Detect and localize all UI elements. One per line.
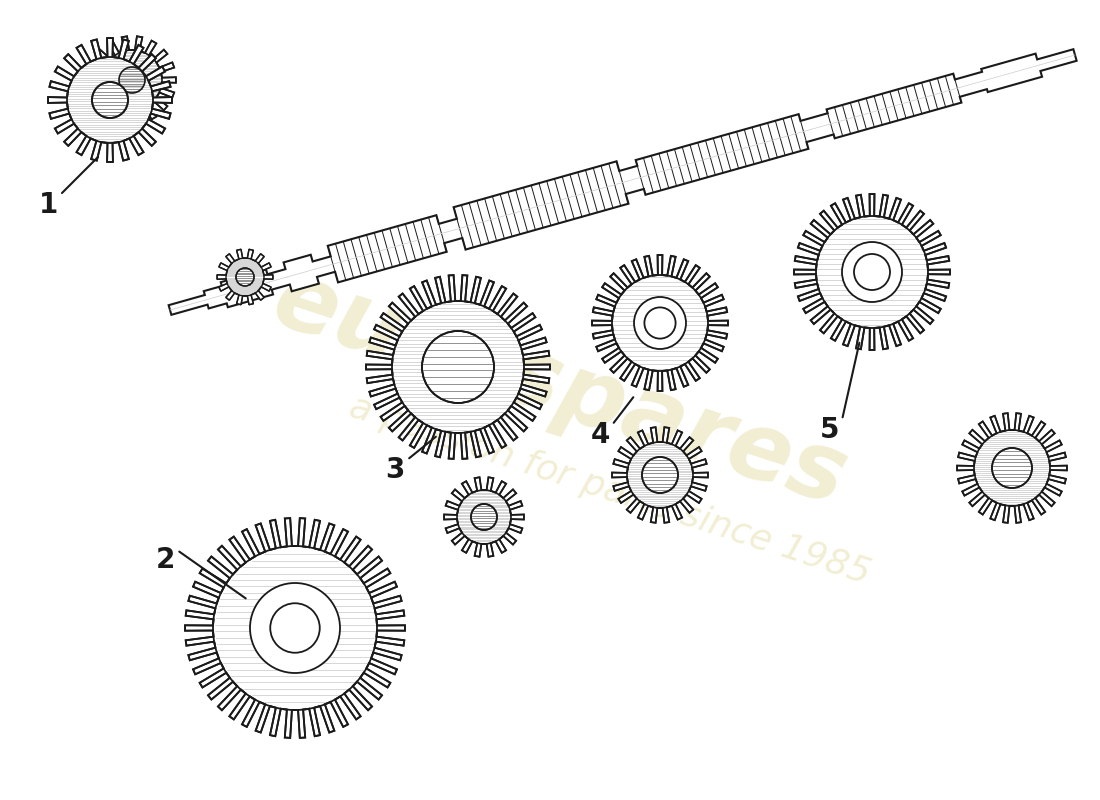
Circle shape [102, 50, 162, 110]
Text: 2: 2 [155, 546, 175, 574]
Polygon shape [592, 255, 728, 391]
Polygon shape [168, 50, 1077, 315]
Circle shape [592, 255, 728, 391]
Polygon shape [88, 36, 176, 124]
Circle shape [634, 297, 686, 349]
Circle shape [236, 268, 254, 286]
Circle shape [392, 301, 524, 433]
Circle shape [92, 82, 128, 118]
Text: eurospares: eurospares [262, 254, 858, 526]
Polygon shape [957, 413, 1067, 523]
Circle shape [645, 307, 675, 338]
Circle shape [183, 516, 407, 740]
Circle shape [794, 194, 950, 350]
Circle shape [422, 331, 494, 403]
Circle shape [842, 242, 902, 302]
Circle shape [471, 504, 497, 530]
Circle shape [67, 57, 153, 143]
Text: 3: 3 [385, 456, 405, 484]
Circle shape [627, 442, 693, 508]
Circle shape [226, 258, 264, 296]
Circle shape [642, 457, 678, 493]
Polygon shape [217, 250, 273, 305]
Text: 4: 4 [591, 421, 609, 449]
Circle shape [456, 490, 512, 544]
Polygon shape [612, 427, 708, 522]
Circle shape [271, 603, 320, 653]
Text: a passion for parts since 1985: a passion for parts since 1985 [345, 390, 874, 590]
Circle shape [119, 67, 145, 93]
Circle shape [974, 430, 1050, 506]
Polygon shape [444, 478, 524, 557]
Polygon shape [48, 38, 172, 162]
Circle shape [992, 448, 1032, 488]
Polygon shape [185, 518, 405, 738]
Polygon shape [794, 194, 950, 350]
Text: 5: 5 [821, 416, 839, 444]
Circle shape [250, 583, 340, 673]
Polygon shape [366, 275, 550, 459]
Text: 1: 1 [39, 191, 57, 219]
Circle shape [854, 254, 890, 290]
